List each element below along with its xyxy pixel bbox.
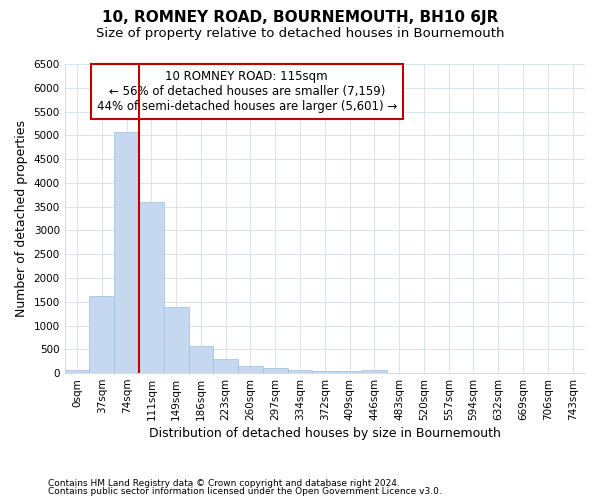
Bar (263, 368, 287, 373)
Y-axis label: Number of detached properties: Number of detached properties (15, 120, 28, 317)
Bar (287, 370, 313, 373)
Text: Contains public sector information licensed under the Open Government Licence v3: Contains public sector information licen… (48, 487, 442, 496)
Bar (164, 306, 188, 373)
Bar (362, 370, 387, 373)
Text: 10 ROMNEY ROAD: 115sqm
← 56% of detached houses are smaller (7,159)
44% of semi-: 10 ROMNEY ROAD: 115sqm ← 56% of detached… (97, 70, 397, 113)
Bar (337, 371, 362, 373)
Bar (238, 366, 263, 373)
Bar (89, 296, 114, 373)
Bar (65, 370, 89, 373)
Text: 10, ROMNEY ROAD, BOURNEMOUTH, BH10 6JR: 10, ROMNEY ROAD, BOURNEMOUTH, BH10 6JR (102, 10, 498, 25)
X-axis label: Distribution of detached houses by size in Bournemouth: Distribution of detached houses by size … (149, 427, 501, 440)
Bar (114, 132, 139, 373)
Bar (214, 360, 238, 373)
Text: Size of property relative to detached houses in Bournemouth: Size of property relative to detached ho… (96, 28, 504, 40)
Bar (188, 346, 214, 373)
Text: Contains HM Land Registry data © Crown copyright and database right 2024.: Contains HM Land Registry data © Crown c… (48, 478, 400, 488)
Bar (313, 371, 337, 373)
Bar (139, 202, 164, 373)
